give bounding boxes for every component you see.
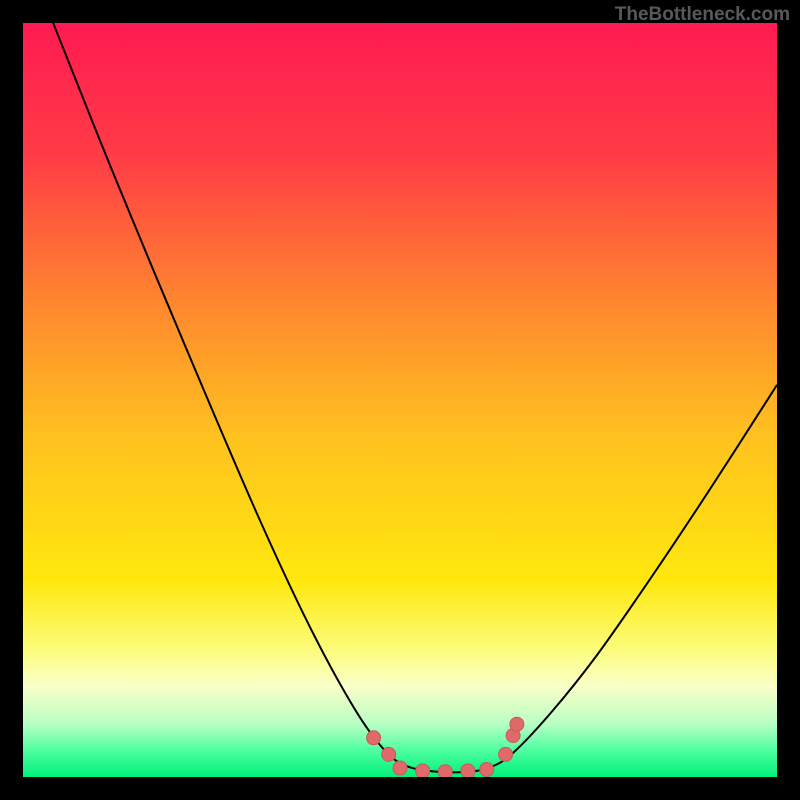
curve-marker (499, 747, 513, 761)
bottleneck-curve-chart (0, 0, 800, 800)
gradient-background (23, 23, 777, 777)
curve-marker (416, 764, 430, 778)
watermark-text: TheBottleneck.com (615, 4, 790, 26)
curve-marker (510, 717, 524, 731)
curve-marker (393, 761, 407, 775)
curve-marker (461, 764, 475, 778)
curve-marker (367, 731, 381, 745)
curve-marker (382, 747, 396, 761)
curve-marker (438, 765, 452, 779)
chart-frame: TheBottleneck.com (0, 0, 800, 800)
curve-marker (480, 762, 494, 776)
